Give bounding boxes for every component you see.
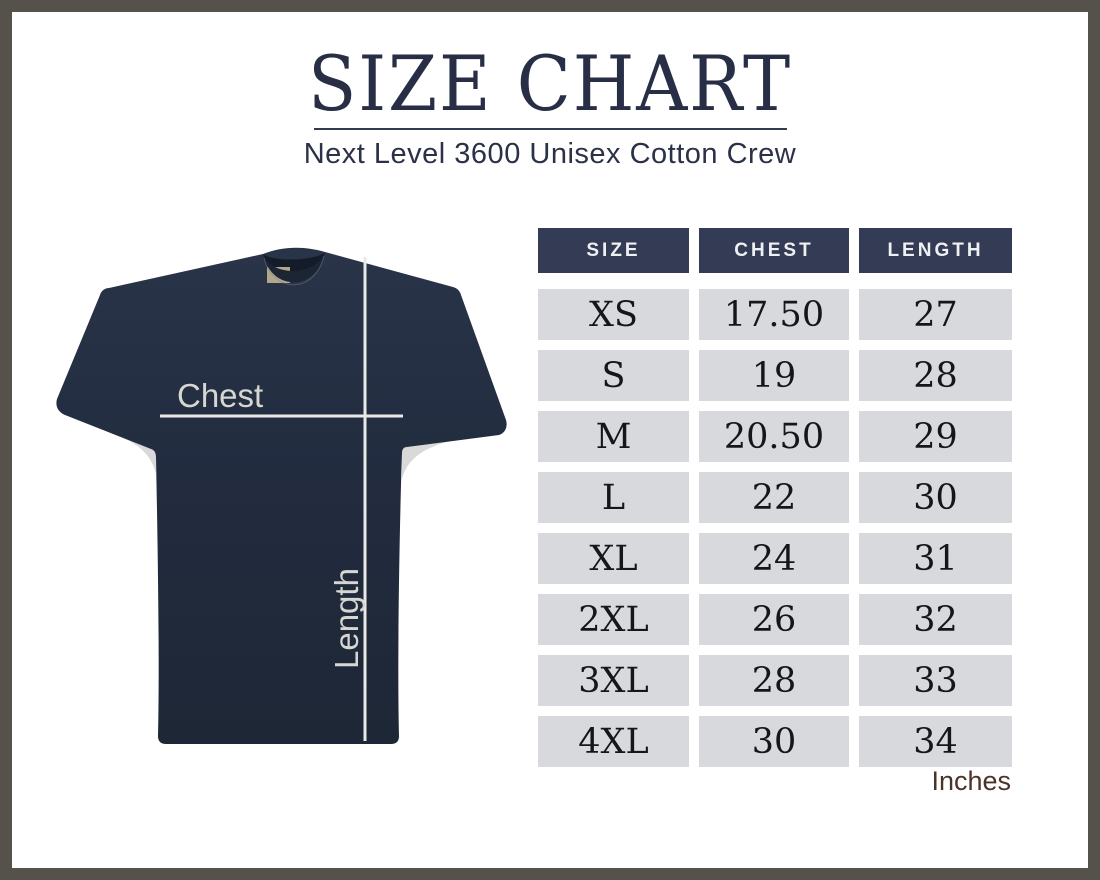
table-cell-chest: 22: [699, 472, 849, 523]
table-cell-chest: 24: [699, 533, 849, 584]
table-cell-length: 30: [859, 472, 1012, 523]
table-cell-size: M: [538, 411, 689, 462]
page-title: SIZE CHART: [307, 39, 792, 128]
table-cell-chest: 19: [699, 350, 849, 401]
tshirt-body: [56, 247, 507, 744]
tshirt-neck-opening: [263, 252, 325, 272]
tshirt-illustration: Chest Length: [56, 247, 507, 744]
table-cell-chest: 30: [699, 716, 849, 767]
table-cell-size: L: [538, 472, 689, 523]
table-cell-length: 33: [859, 655, 1012, 706]
table-cell-size: XL: [538, 533, 689, 584]
table-cell-length: 28: [859, 350, 1012, 401]
chest-label: Chest: [177, 377, 263, 414]
sleeve-shadow-right: [402, 441, 450, 479]
table-cell-chest: 20.50: [699, 411, 849, 462]
table-cell-length: 29: [859, 411, 1012, 462]
collar-stitch-line: [263, 255, 325, 286]
sleeve-shadow-left: [110, 433, 156, 474]
column-header-size: SIZE: [538, 228, 689, 273]
size-table: SIZE CHEST LENGTH XS 17.50 27 S 19 28 M …: [538, 228, 1012, 767]
title-divider: [313, 127, 787, 130]
tshirt-figure: Chest Length: [50, 244, 510, 769]
length-label: Length: [328, 568, 365, 669]
table-cell-length: 31: [859, 533, 1012, 584]
table-cell-size: S: [538, 350, 689, 401]
column-header-length: LENGTH: [859, 228, 1012, 273]
table-cell-chest: 28: [699, 655, 849, 706]
table-cell-size: XS: [538, 289, 689, 340]
table-cell-length: 27: [859, 289, 1012, 340]
table-cell-chest: 26: [699, 594, 849, 645]
table-cell-size: 3XL: [538, 655, 689, 706]
table-cell-length: 34: [859, 716, 1012, 767]
column-header-chest: CHEST: [699, 228, 849, 273]
page-header: SIZE CHART Next Level 3600 Unisex Cotton…: [0, 44, 1100, 171]
table-cell-chest: 17.50: [699, 289, 849, 340]
units-label: Inches: [931, 766, 1011, 796]
table-cell-size: 4XL: [538, 716, 689, 767]
table-cell-size: 2XL: [538, 594, 689, 645]
table-cell-length: 32: [859, 594, 1012, 645]
tshirt-collar-band: [263, 252, 325, 283]
page-subtitle: Next Level 3600 Unisex Cotton Crew: [303, 137, 797, 170]
